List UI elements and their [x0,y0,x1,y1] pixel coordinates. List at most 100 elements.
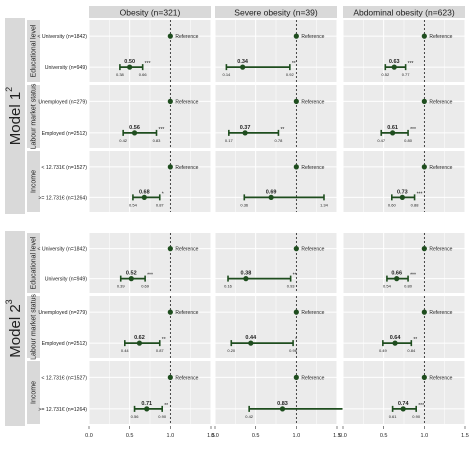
estimate-point [248,340,254,346]
x-tick-label: 1.5 [333,433,341,439]
ci-low-label: 0.17 [225,138,234,143]
x-tick-label: 0.5 [380,433,388,439]
group-label: Income [31,381,38,404]
row-label: University (n=949) [45,65,88,71]
significance-label: *** [159,127,165,133]
reference-point [293,98,299,104]
significance-label: * [162,191,164,197]
estimate-label: 0.68 [139,189,150,195]
significance-label: ** [162,337,166,343]
significance-label: *** [417,191,423,197]
reference-point [167,246,173,252]
row-label: >= 12.731€ (n=1264) [38,195,87,201]
reference-label: Reference [429,99,452,105]
row-label: < 12.731€ (n=1527) [41,375,87,381]
group-strip [27,20,40,82]
estimate-label: 0.56 [129,125,140,131]
x-tick-label: 1.0 [293,433,301,439]
reference-label: Reference [429,375,452,381]
significance-label: *** [418,403,424,409]
ci-low-label: 0.42 [119,138,128,143]
ci-low-label: 0.54 [383,284,392,289]
ci-low-label: 0.16 [224,284,233,289]
estimate-label: 0.74 [398,401,410,407]
estimate-point [128,276,134,282]
reference-point [421,33,427,39]
estimate-label: 0.34 [237,59,249,65]
reference-label: Reference [429,34,452,40]
ci-high-label: 0.77 [402,72,411,77]
estimate-label: 0.66 [391,271,402,277]
reference-point [293,164,299,170]
ci-high-label: 0.87 [156,348,165,353]
estimate-label: 0.62 [134,335,145,341]
reference-point [167,33,173,39]
group-label: Labour market status [31,294,38,360]
reference-point [421,164,427,170]
ci-low-label: 0.20 [227,348,236,353]
x-tick-label: 1.5 [461,433,469,439]
row-label: Employed (n=2512) [42,341,88,347]
ci-high-label: 0.87 [156,202,165,207]
group-strip [27,361,40,424]
reference-label: Reference [301,165,324,171]
column-title: Severe obesity (n=39) [234,8,318,18]
reference-label: Reference [175,375,198,381]
row-label: Employed (n=2512) [42,131,88,137]
reference-label: Reference [429,310,452,316]
ci-low-label: 0.61 [389,414,398,419]
ci-low-label: 0.36 [240,202,249,207]
reference-point [421,309,427,315]
reference-point [421,374,427,380]
significance-label: * [295,337,297,343]
ci-low-label: 0.38 [116,72,125,77]
estimate-label: 0.52 [126,271,137,277]
estimate-label: 0.61 [387,125,398,131]
estimate-label: 0.63 [389,59,400,65]
x-tick-label: 1.5 [207,433,215,439]
ci-high-label: 0.93 [287,284,296,289]
column-strip [343,6,465,18]
estimate-label: 0.50 [124,59,135,65]
ci-low-label: 0.54 [129,202,138,207]
model-strip [5,18,25,214]
row-label: < University (n=1842) [37,247,87,253]
significance-label: ** [413,337,417,343]
ci-high-label: 0.84 [407,348,416,353]
ci-high-label: 0.83 [153,138,162,143]
estimate-point [400,406,406,412]
x-tick-label: 1.0 [167,433,175,439]
row-label: Unemployed (n=279) [38,99,87,105]
significance-label: ** [293,273,297,279]
column-title: Obesity (n=321) [120,8,181,18]
ci-low-label: 0.47 [377,138,386,143]
group-strip [27,85,40,148]
estimate-point [127,64,133,70]
ci-high-label: 0.96 [289,348,298,353]
estimate-label: 0.83 [277,401,288,407]
significance-label: *** [145,61,151,67]
row-label: >= 12.731€ (n=1264) [38,407,87,413]
reference-point [167,374,173,380]
group-label: Educational level [31,236,38,289]
reference-label: Reference [301,99,324,105]
estimate-point [131,130,138,136]
reference-point [421,246,427,252]
estimate-point [240,64,246,70]
column-title: Abdominal obesity (n=623) [353,8,455,18]
column-strip [215,6,337,18]
reference-point [293,374,299,380]
significance-label: *** [147,273,153,279]
significance-label: ** [280,127,284,133]
ci-low-label: 0.14 [222,72,231,77]
estimate-point [242,130,248,136]
reference-label: Reference [429,165,452,171]
reference-point [167,309,173,315]
estimate-point [144,406,150,412]
reference-label: Reference [175,34,198,40]
x-tick-label: 0.5 [252,433,260,439]
reference-point [293,246,299,252]
ci-low-label: 0.56 [131,414,140,419]
estimate-point [390,130,396,136]
estimate-point [268,194,274,200]
